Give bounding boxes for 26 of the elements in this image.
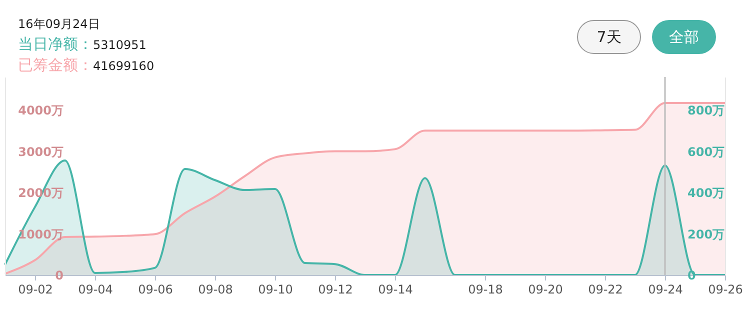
x-tick-label: 09-20 bbox=[528, 282, 563, 296]
y2-tick-label: 600万 bbox=[688, 144, 725, 159]
x-tick-label: 09-12 bbox=[318, 282, 353, 296]
x-tick-label: 09-10 bbox=[258, 282, 293, 296]
y2-tick-label: 400万 bbox=[688, 186, 725, 200]
x-tick-label: 09-02 bbox=[18, 282, 53, 296]
y-tick-label: 0 bbox=[55, 268, 64, 282]
y-tick-label: 4000万 bbox=[18, 104, 64, 118]
text: 5310951 bbox=[93, 38, 146, 52]
x-tick-label: 09-24 bbox=[648, 282, 683, 296]
y2-tick-label: 200万 bbox=[688, 227, 725, 242]
x-tick-label: 09-26 bbox=[708, 282, 743, 296]
x-tick-label: 09-18 bbox=[468, 282, 503, 296]
x-tick-label: 09-14 bbox=[378, 282, 413, 296]
toggle-button: 全部 bbox=[652, 20, 716, 54]
x-tick-label: 09-04 bbox=[78, 282, 113, 296]
text: 41699160 bbox=[93, 59, 154, 73]
x-tick-label: 09-06 bbox=[138, 282, 173, 296]
chart-title: 16年09月24日 bbox=[18, 16, 101, 33]
text: 当日净额： bbox=[18, 35, 93, 53]
x-tick-label: 09-08 bbox=[198, 282, 233, 296]
x-tick-label: 09-22 bbox=[588, 282, 623, 296]
text: 已筹金额： bbox=[18, 56, 93, 74]
y2-tick-label: 800万 bbox=[688, 104, 725, 118]
y-tick-label: 3000万 bbox=[18, 144, 64, 159]
toggle-button: 7天 bbox=[577, 20, 641, 54]
